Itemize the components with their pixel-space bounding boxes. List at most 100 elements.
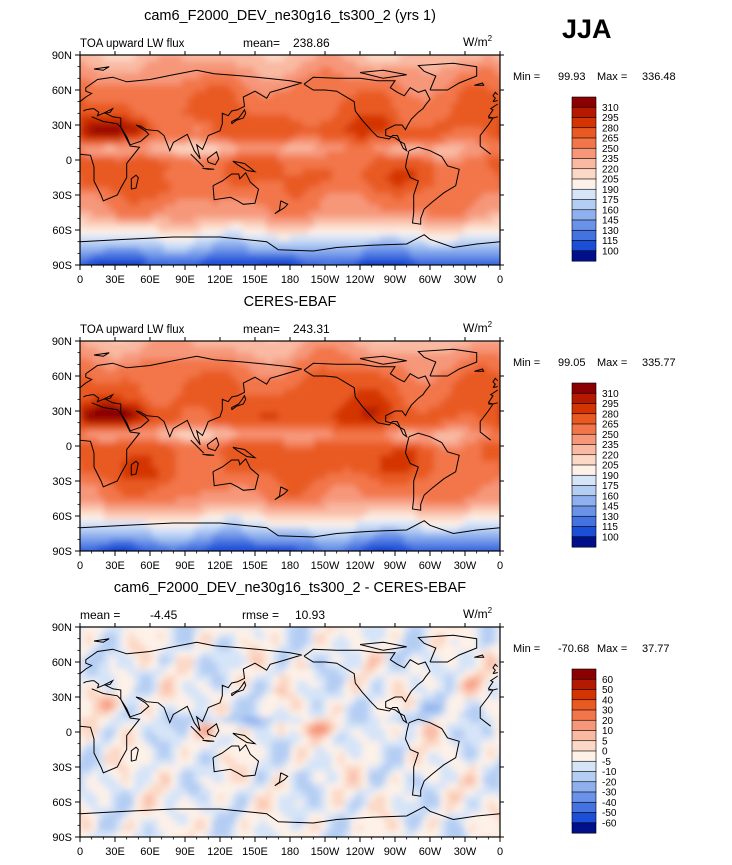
x-tick-label: 120E	[207, 274, 233, 286]
colorbar-swatch	[571, 536, 597, 548]
colorbar-swatch	[571, 781, 597, 793]
colorbar-swatch	[571, 240, 597, 252]
y-tick-label: 30N	[52, 406, 72, 418]
colorbar-label: 235	[602, 440, 619, 451]
colorbar-label: 310	[602, 389, 619, 400]
panel-stat-label: rmse =	[242, 608, 279, 622]
min-max-readout: Min = 99.93 Max = 336.48	[513, 71, 676, 83]
colorbar-label: 190	[602, 471, 619, 482]
colorbar-label: 40	[602, 695, 614, 706]
colorbar-label: 175	[602, 481, 619, 492]
colorbar-swatch	[571, 147, 597, 159]
x-tick-label: 30E	[105, 274, 125, 286]
contour-field	[80, 627, 500, 837]
y-tick-label: 30S	[52, 476, 72, 488]
colorbar-label: 145	[602, 216, 619, 227]
colorbar-swatch	[571, 495, 597, 507]
colorbar-swatch	[571, 454, 597, 466]
y-tick-label: 30N	[52, 120, 72, 132]
colorbar-swatch	[571, 689, 597, 701]
colorbar-label: 0	[602, 747, 608, 758]
x-tick-label: 150E	[242, 846, 268, 858]
panel-mean-label: mean =	[80, 608, 120, 622]
colorbar-swatch	[571, 822, 597, 834]
colorbar-label: 175	[602, 195, 619, 206]
colorbar-swatch	[571, 464, 597, 476]
colorbar-swatch	[571, 740, 597, 752]
units-label: W/m	[463, 607, 488, 621]
x-tick-label: 120W	[346, 846, 375, 858]
x-tick-label: 180	[281, 846, 299, 858]
panel-stat-value: 238.86	[293, 36, 330, 50]
units-label: W/m	[463, 321, 488, 335]
y-tick-label: 60N	[52, 85, 72, 97]
coastlines	[80, 348, 500, 538]
colorbar-swatch	[571, 117, 597, 129]
min-value: -70.68	[558, 643, 589, 655]
x-tick-label: 30E	[105, 560, 125, 572]
y-tick-label: 90S	[52, 260, 72, 272]
colorbar-swatch	[571, 801, 597, 813]
x-tick-label: 90W	[384, 846, 407, 858]
colorbar-label: 295	[602, 113, 619, 124]
x-tick-label: 150E	[242, 560, 268, 572]
colorbar-label: -20	[602, 777, 617, 788]
y-tick-label: 90N	[52, 336, 72, 348]
colorbar: 3102952802652502352202051901751601451301…	[571, 96, 619, 262]
x-tick-label: 90E	[175, 274, 195, 286]
x-tick-label: 120W	[346, 274, 375, 286]
colorbar-swatch	[571, 485, 597, 497]
colorbar-swatch	[571, 106, 597, 118]
x-tick-label: 0	[77, 560, 83, 572]
x-tick-label: 30W	[454, 560, 477, 572]
colorbar-swatch	[571, 168, 597, 180]
colorbar-swatch	[571, 188, 597, 200]
colorbar-swatch	[571, 403, 597, 415]
colorbar-label: -50	[602, 808, 617, 819]
colorbar-label: 5	[602, 736, 608, 747]
season-label: JJA	[562, 14, 612, 44]
colorbar-swatch	[571, 771, 597, 783]
max-value: 37.77	[642, 643, 670, 655]
colorbar-label: 190	[602, 185, 619, 196]
colorbar-label: 115	[602, 236, 618, 247]
x-tick-label: 180	[281, 560, 299, 572]
x-tick-label: 30W	[454, 274, 477, 286]
colorbar-label: 50	[602, 685, 614, 696]
x-tick-label: 150W	[311, 274, 340, 286]
y-tick-label: 60S	[52, 797, 72, 809]
x-tick-label: 150W	[311, 846, 340, 858]
colorbar-swatch	[571, 515, 597, 527]
colorbar-swatch	[571, 229, 597, 241]
x-tick-label: 120W	[346, 560, 375, 572]
colorbar-label: 205	[602, 461, 619, 472]
panel-stat-value: 10.93	[295, 608, 325, 622]
colorbar-swatch	[571, 791, 597, 803]
y-tick-label: 90S	[52, 546, 72, 558]
colorbar-label: 130	[602, 512, 619, 523]
colorbar-label: 265	[602, 420, 619, 431]
x-tick-label: 150E	[242, 274, 268, 286]
colorbar-swatch	[571, 760, 597, 772]
colorbar-label: 280	[602, 409, 619, 420]
colorbar-swatch	[571, 209, 597, 221]
colorbar-label: 250	[602, 144, 619, 155]
min-label: Min =	[513, 357, 540, 369]
x-tick-label: 0	[497, 846, 503, 858]
colorbar-swatch	[571, 158, 597, 170]
colorbar-label: 115	[602, 522, 618, 533]
colorbar-label: 30	[602, 706, 614, 717]
colorbar-swatch	[571, 413, 597, 425]
colorbar-swatch	[571, 678, 597, 690]
colorbar-swatch	[571, 423, 597, 435]
colorbar-swatch	[571, 812, 597, 824]
y-tick-label: 60N	[52, 657, 72, 669]
x-tick-label: 0	[77, 846, 83, 858]
coastlines	[80, 634, 500, 824]
x-tick-label: 120E	[207, 560, 233, 572]
panel-stat-label: mean=	[243, 36, 280, 50]
colorbar-label: 60	[602, 675, 614, 686]
contour-field	[80, 55, 500, 265]
colorbar-swatch	[571, 719, 597, 731]
